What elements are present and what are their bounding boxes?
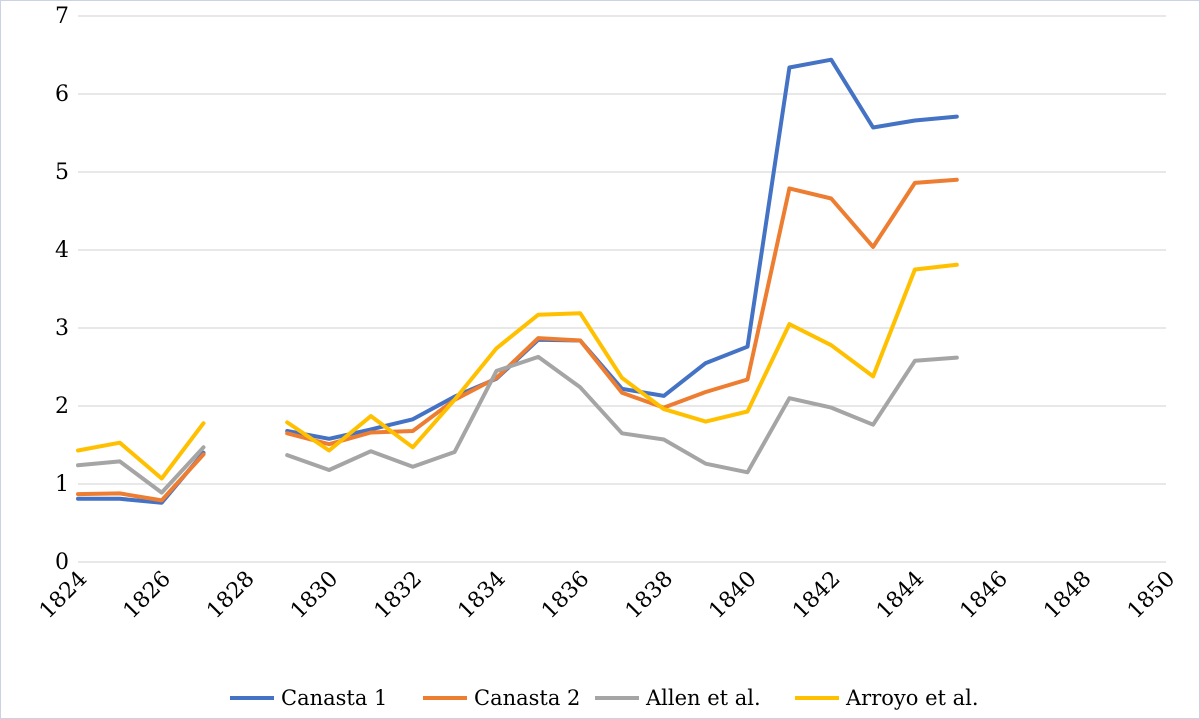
legend-label: Arroyo et al. xyxy=(845,686,979,710)
x-tick-label: 1850 xyxy=(1123,567,1180,624)
series-line-4 xyxy=(76,262,959,481)
legend-label: Canasta 2 xyxy=(474,686,580,710)
x-tick-label: 1844 xyxy=(872,567,929,624)
x-tick-label: 1842 xyxy=(788,567,845,624)
legend: Canasta 1 Canasta 2 Allen et al. Arroyo et … xyxy=(230,686,979,710)
x-axis-ticks: 1824 1826 1828 1830 1832 1834 1836 1838 1840 1842… xyxy=(35,567,1180,624)
y-tick-label: 4 xyxy=(55,238,69,263)
legend-label: Canasta 1 xyxy=(281,686,387,710)
y-tick-label: 6 xyxy=(55,82,69,107)
y-tick-label: 0 xyxy=(55,550,69,575)
x-tick-label: 1838 xyxy=(621,567,678,624)
x-tick-label: 1846 xyxy=(956,567,1013,624)
x-tick-label: 1848 xyxy=(1039,567,1096,624)
y-tick-label: 2 xyxy=(55,394,69,419)
legend-label: Allen et al. xyxy=(645,686,761,710)
x-tick-label: 1832 xyxy=(370,567,427,624)
y-axis-ticks: 0 1 2 3 4 5 6 7 xyxy=(55,4,69,575)
series-line-1 xyxy=(76,57,959,505)
x-tick-label: 1828 xyxy=(202,567,259,624)
x-tick-label: 1824 xyxy=(35,567,92,624)
x-tick-label: 1836 xyxy=(537,567,594,624)
x-tick-label: 1840 xyxy=(705,567,762,624)
x-tick-label: 1830 xyxy=(286,567,343,624)
x-tick-label: 1826 xyxy=(119,567,176,624)
series-lines xyxy=(76,57,959,505)
series-line-2 xyxy=(76,177,959,503)
y-tick-label: 5 xyxy=(55,160,69,185)
y-tick-label: 7 xyxy=(55,4,69,29)
x-tick-label: 1834 xyxy=(453,567,510,624)
y-tick-label: 1 xyxy=(55,472,69,497)
series-line-3 xyxy=(76,354,959,495)
y-tick-label: 3 xyxy=(55,316,69,341)
gridlines xyxy=(78,15,1166,563)
